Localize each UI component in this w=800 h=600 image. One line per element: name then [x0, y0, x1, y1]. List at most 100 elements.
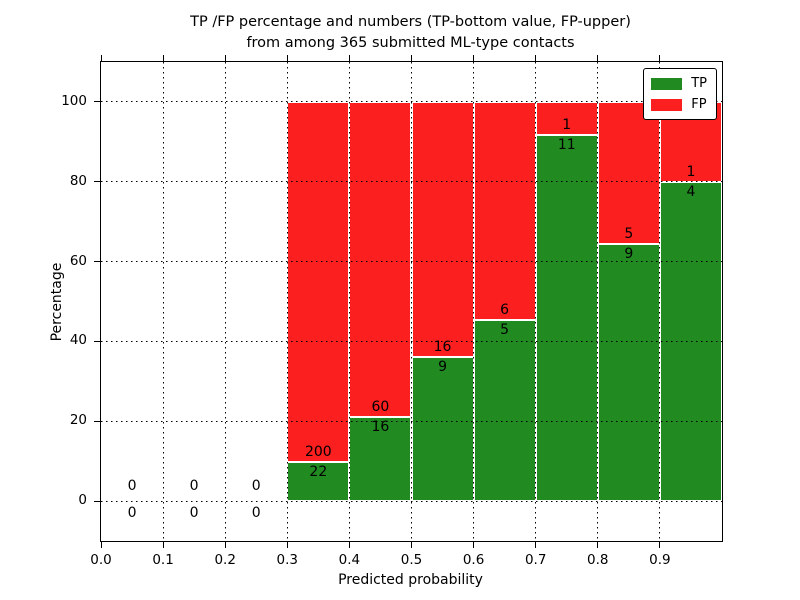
x-tick-mark-top — [224, 55, 226, 62]
fp-count-label: 1 — [686, 163, 696, 180]
fp-bar-segment — [473, 101, 536, 320]
tp-bar-segment — [597, 244, 660, 502]
fp-bar-segment — [349, 101, 412, 418]
y-tick-label: 20 — [69, 412, 87, 429]
x-axis-label: Predicted probability — [338, 572, 483, 588]
fp-bar-segment — [597, 101, 660, 245]
grid-line-vertical — [535, 62, 537, 541]
x-tick-label: 0.5 — [400, 552, 423, 568]
y-tick-label: 0 — [78, 492, 87, 509]
x-tick-mark-top — [348, 55, 350, 62]
grid-line-horizontal — [101, 261, 722, 263]
x-tick-mark-top — [286, 55, 288, 62]
legend-label-tp: TP — [691, 76, 707, 91]
x-tick-mark-top — [473, 55, 475, 62]
grid-line-vertical — [659, 62, 661, 541]
grid-line-vertical — [286, 62, 288, 541]
grid-line-horizontal — [101, 181, 722, 183]
grid-line-vertical — [411, 62, 412, 541]
x-tick-mark-bottom — [473, 541, 475, 548]
tp-bar-segment — [535, 135, 598, 502]
fp-count-label: 5 — [624, 226, 634, 243]
fp-count-label: 60 — [371, 399, 390, 416]
chart-title-line2: from among 365 submitted ML-type contact… — [246, 35, 575, 51]
legend-entry-tp: TP — [651, 75, 707, 92]
grid-line-vertical — [473, 62, 475, 541]
grid-line-horizontal — [101, 340, 722, 342]
fp-count-label: 0 — [189, 478, 199, 495]
fp-count-label: 200 — [304, 443, 332, 460]
x-tick-label: 0.9 — [649, 552, 671, 568]
grid-line-horizontal — [101, 101, 722, 103]
fp-count-label: 0 — [251, 478, 261, 495]
x-tick-mark-bottom — [597, 541, 599, 548]
x-tick-label: 0.7 — [524, 552, 547, 568]
y-axis-label: Percentage — [49, 262, 65, 341]
fp-count-label: 1 — [562, 117, 572, 134]
tp-count-label: 0 — [127, 505, 137, 522]
fp-count-label: 6 — [500, 301, 510, 318]
tp-count-label: 4 — [686, 183, 696, 200]
x-tick-mark-bottom — [348, 541, 350, 548]
legend-entry-fp: FP — [651, 96, 707, 113]
tp-count-label: 9 — [624, 246, 634, 263]
tp-count-label: 0 — [251, 505, 261, 522]
grid-line-vertical — [348, 62, 350, 541]
chart-title: TP /FP percentage and numbers (TP-bottom… — [100, 12, 721, 54]
x-tick-mark-top — [162, 55, 164, 62]
fp-count-label: 0 — [127, 478, 137, 495]
y-tick-mark — [94, 340, 101, 342]
grid-line-vertical — [597, 62, 599, 541]
y-tick-mark — [94, 261, 101, 263]
grid-line-vertical — [224, 62, 226, 541]
tp-count-label: 11 — [557, 137, 576, 154]
x-tick-mark-top — [100, 55, 102, 62]
x-tick-mark-bottom — [659, 541, 661, 548]
x-tick-label: 0.1 — [152, 552, 174, 568]
y-tick-mark — [94, 101, 101, 103]
x-tick-mark-bottom — [224, 541, 226, 548]
x-tick-label: 0.2 — [214, 552, 236, 568]
x-tick-label: 0.0 — [90, 552, 112, 568]
fp-color-swatch — [651, 98, 683, 111]
fp-bar-segment — [411, 101, 474, 358]
tp-count-label: 0 — [189, 505, 199, 522]
x-tick-label: 0.8 — [587, 552, 609, 568]
x-tick-mark-top — [411, 55, 412, 62]
tp-bar-segment — [287, 461, 350, 502]
x-tick-mark-bottom — [535, 541, 537, 548]
legend-label-fp: FP — [691, 97, 707, 112]
x-tick-mark-top — [659, 55, 661, 62]
tp-count-label: 16 — [371, 419, 390, 436]
tp-bar-segment — [411, 357, 474, 502]
tp-color-swatch — [651, 77, 683, 90]
tp-bar-segment — [473, 319, 536, 502]
fp-bar-segment — [287, 101, 350, 462]
y-tick-label: 80 — [69, 172, 87, 189]
grid-line-vertical — [162, 62, 164, 541]
y-tick-mark — [94, 420, 101, 422]
y-tick-mark — [94, 181, 101, 183]
y-tick-label: 100 — [61, 92, 87, 109]
x-tick-mark-bottom — [162, 541, 164, 548]
tp-count-label: 9 — [438, 359, 447, 376]
tp-count-label: 5 — [500, 321, 510, 338]
tp-bar-segment — [349, 417, 412, 502]
x-tick-label: 0.6 — [462, 552, 485, 568]
tp-count-label: 22 — [309, 463, 328, 480]
y-tick-label: 40 — [69, 332, 87, 349]
x-tick-label: 0.4 — [338, 552, 361, 568]
x-tick-mark-bottom — [411, 541, 412, 548]
x-tick-mark-top — [535, 55, 537, 62]
fp-bar-segment — [535, 101, 598, 136]
x-tick-label: 0.3 — [276, 552, 299, 568]
grid-line-horizontal — [101, 500, 722, 502]
grid-line-horizontal — [101, 420, 722, 422]
x-tick-mark-bottom — [100, 541, 102, 548]
x-tick-mark-top — [597, 55, 599, 62]
fp-count-label: 16 — [433, 339, 452, 356]
plot-area: 0.0 0.1 0.2 0.3 0.4 0.5 0.6 0.7 0.8 0.9 0 20 40 60 80 1… — [49, 55, 723, 568]
x-tick-mark-bottom — [286, 541, 288, 548]
y-tick-mark — [94, 500, 101, 502]
